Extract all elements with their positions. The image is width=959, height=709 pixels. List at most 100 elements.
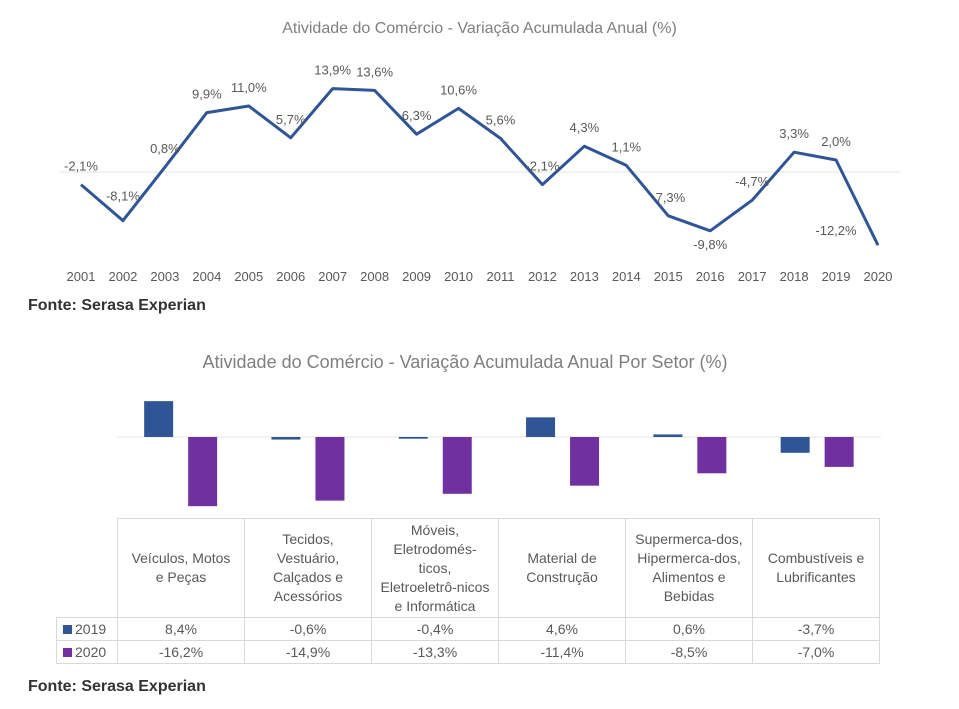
data-label: 13,9% <box>314 63 351 78</box>
bar-2020 <box>188 437 218 507</box>
data-label: -2,1% <box>64 159 98 174</box>
data-label: -9,8% <box>693 237 727 252</box>
category-label-line: Vestuário, <box>276 550 340 566</box>
table-row-2020: 2020 -16,2% -14,9% -13,3% -11,4% -8,5% -… <box>56 640 880 664</box>
x-tick-label: 2006 <box>276 269 305 284</box>
data-table: Veículos, Motos e Peças Tecidos, Vestuário… <box>56 518 880 664</box>
category-label: Veículos, Motos e Peças <box>117 518 245 618</box>
table-cell: -0,4% <box>371 617 499 641</box>
data-label: 1,1% <box>611 139 641 154</box>
table-cell: 0,6% <box>625 617 753 641</box>
bar-chart-source: Fonte: Serasa Experian <box>28 678 206 695</box>
category-label-line: Móveis, <box>410 521 460 538</box>
x-tick-label: 2011 <box>486 269 514 284</box>
data-label: 3,3% <box>779 126 809 141</box>
category-label-line: Combustíveis e <box>767 550 865 566</box>
category-label-line: Bebidas <box>663 588 715 604</box>
x-tick-label: 2016 <box>696 269 725 284</box>
x-tick-label: 2013 <box>570 269 599 284</box>
category-label-line: e Informática <box>394 597 476 614</box>
bar-chart-title: Atividade do Comércio - Variação Acumula… <box>202 352 728 372</box>
category-label: Supermerca-dos, Hipermerca-dos, Alimentos … <box>625 518 753 618</box>
data-label: 5,6% <box>486 112 516 127</box>
data-label: -4,7% <box>735 174 769 189</box>
category-label-line: Material de <box>527 550 597 566</box>
data-label: 13,6% <box>356 64 393 79</box>
category-label-line: Lubrificantes <box>776 569 856 585</box>
line-chart-title: Atividade do Comércio - Variação Acumula… <box>282 20 677 37</box>
table-cell: -8,5% <box>625 640 753 664</box>
x-tick-label: 2002 <box>108 269 137 284</box>
legend-label: 2019 <box>75 621 107 637</box>
category-label-line: Calçados e <box>272 569 344 585</box>
x-tick-label: 2019 <box>822 269 851 284</box>
category-label-line: Veículos, Motos <box>131 550 231 566</box>
category-row: Veículos, Motos e Peças Tecidos, Vestuário… <box>57 518 880 618</box>
x-tick-label: 2003 <box>150 269 179 284</box>
table-cell: 8,4% <box>117 617 245 641</box>
table-row-2019: 2019 8,4% -0,6% -0,4% 4,6% 0,6% -3,7% <box>56 617 880 641</box>
data-label: 6,3% <box>402 108 432 123</box>
category-label-line: Tecidos, <box>282 531 334 547</box>
category-label-line: e Peças <box>155 569 207 585</box>
x-tick-label: 2004 <box>192 269 221 284</box>
data-label: 10,6% <box>440 82 477 97</box>
data-label: 2,0% <box>821 134 851 149</box>
category-label-line: Eletroeletrô-nicos <box>380 578 490 595</box>
category-label-line: Construção <box>526 569 598 585</box>
data-label: 9,9% <box>192 87 222 102</box>
category-label-line: Eletrodomés- <box>393 540 477 557</box>
line-chart: -2,1% -8,1% 0,8% 9,9% 11,0% 5,7% 13,9% 13,6% 6,3… <box>60 63 900 284</box>
x-tick-label: 2018 <box>780 269 809 284</box>
table-cell: -16,2% <box>117 640 245 664</box>
x-tick-label: 2009 <box>402 269 431 284</box>
legend-swatch-2020 <box>63 648 72 657</box>
bar-2020 <box>442 437 472 494</box>
category-label-line: Alimentos e <box>652 569 726 585</box>
bar-2020 <box>824 437 854 467</box>
category-label-line: Hipermerca-dos, <box>637 550 741 566</box>
bar-2019 <box>398 437 428 439</box>
x-tick-label: 2020 <box>864 269 893 284</box>
category-label: Combustíveis e Lubrificantes <box>752 518 880 618</box>
bar-2020 <box>315 437 345 501</box>
table-cell: 4,6% <box>498 617 626 641</box>
legend-label: 2020 <box>75 644 107 660</box>
x-tick-label: 2017 <box>738 269 767 284</box>
x-tick-label: 2007 <box>318 269 347 284</box>
table-corner <box>57 519 118 618</box>
category-label-line: Supermerca-dos, <box>635 531 743 547</box>
x-tick-label: 2014 <box>612 269 641 284</box>
data-label: -7,3% <box>651 190 685 205</box>
table-cell: -0,6% <box>244 617 372 641</box>
legend-swatch-2019 <box>63 625 72 634</box>
bar-2019 <box>653 434 683 437</box>
data-label: 0,8% <box>150 141 180 156</box>
data-label: 4,3% <box>570 120 600 135</box>
table-cell: -7,0% <box>752 640 880 664</box>
x-tick-label: 2005 <box>234 269 263 284</box>
category-label: Tecidos, Vestuário, Calçados e Acessórios <box>244 518 372 618</box>
table-cell: -14,9% <box>244 640 372 664</box>
category-label-line: ticos, <box>418 559 452 576</box>
table-cell: -11,4% <box>498 640 626 664</box>
data-label: -12,2% <box>815 223 857 238</box>
line-chart-source: Fonte: Serasa Experian <box>28 297 206 314</box>
legend-2020: 2020 <box>56 640 118 664</box>
table-cell: -3,7% <box>752 617 880 641</box>
category-label: Material de Construção <box>498 518 626 618</box>
x-tick-label: 2012 <box>528 269 557 284</box>
bar-2020 <box>570 437 600 486</box>
data-label: 5,7% <box>276 112 306 127</box>
series-line <box>80 87 880 246</box>
category-label-line: Acessórios <box>273 588 343 604</box>
bar-2019 <box>526 417 556 437</box>
x-tick-label: 2010 <box>444 269 473 284</box>
table-cell: -13,3% <box>371 640 499 664</box>
bar-2020 <box>697 437 727 474</box>
category-label: Móveis, Eletrodomés-ticos, Eletroeletrô-ni… <box>371 518 499 618</box>
data-label: -2,1% <box>525 159 559 174</box>
x-tick-label: 2015 <box>654 269 683 284</box>
data-label: -8,1% <box>106 189 140 204</box>
